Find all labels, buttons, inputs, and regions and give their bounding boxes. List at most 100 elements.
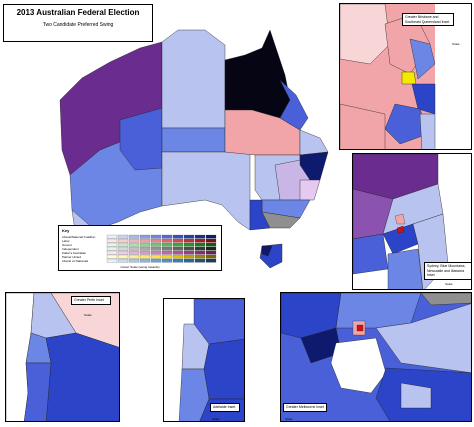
brisbane-gold-coast [419, 113, 436, 149]
sydney-inset-label: Sydney, Blue Mountains, Newcastle and Il… [424, 262, 471, 280]
legend-row-palmer: Palmer United [62, 255, 82, 259]
legend-swatch [117, 242, 129, 247]
legend-swatch [183, 246, 195, 251]
legend-swatch [172, 258, 184, 263]
legend-swatch [128, 254, 140, 259]
legend-swatch [205, 238, 217, 243]
legend-swatch [128, 246, 140, 251]
legend-swatch [194, 254, 206, 259]
legend-title: Key [62, 228, 70, 233]
brisbane-north-blue [409, 38, 436, 80]
inset-sydney: Sydney, Blue Mountains, Newcastle and Il… [352, 153, 472, 290]
sydney-south [387, 248, 423, 289]
legend-swatch [106, 242, 118, 247]
inset-adelaide: Adelaide Inset Scale [163, 298, 245, 422]
perth-east-dark [45, 332, 119, 421]
region-qld-southeast [299, 129, 329, 156]
legend-swatch [172, 254, 184, 259]
legend-swatch [172, 242, 184, 247]
legend-row-greens: Greens [62, 243, 72, 247]
map-title: 2013 Australian Federal Election [16, 8, 140, 17]
legend-swatches [106, 234, 217, 263]
legend-swatch [205, 250, 217, 255]
legend-swatch [150, 242, 162, 247]
adelaide-scale: Scale [212, 417, 220, 421]
legend-swatch [194, 242, 206, 247]
legend-swatch [128, 238, 140, 243]
adelaide-east [203, 339, 244, 400]
region-nsw-east [299, 179, 321, 201]
brisbane-sea [435, 4, 471, 149]
legend-swatch [106, 234, 118, 239]
legend-row-lib-vs-nat: Liberal vs Nationals [62, 259, 89, 263]
legend-swatch [172, 250, 184, 255]
legend-swatch [150, 254, 162, 259]
region-wa-central [119, 107, 163, 171]
legend-swatch [106, 246, 118, 251]
legend-swatch [194, 246, 206, 251]
region-nt-north [161, 29, 226, 129]
legend-row-independent: Independent [62, 247, 79, 251]
legend-swatch [150, 238, 162, 243]
legend-swatch [106, 258, 118, 263]
legend-swatch [117, 258, 129, 263]
legend-swatch [106, 254, 118, 259]
legend-swatch [117, 238, 129, 243]
region-nt-south [161, 127, 226, 153]
legend-swatch [150, 250, 162, 255]
melbourne-south-light [400, 382, 432, 409]
legend-swatch [161, 250, 173, 255]
melbourne-inset-label: Greater Melbourne Inset [283, 403, 327, 412]
legend-row-labor: Labor [62, 239, 70, 243]
legend-swatch [150, 258, 162, 263]
legend-row-katter: Katter's Australian [62, 251, 87, 255]
legend-swatch [161, 246, 173, 251]
legend-swatch [128, 242, 140, 247]
legend-swatch [128, 234, 140, 239]
legend-swatch [139, 250, 151, 255]
legend-swatch [161, 238, 173, 243]
legend-swatch [139, 238, 151, 243]
legend-swatch [117, 246, 129, 251]
legend-swatch [172, 246, 184, 251]
inset-perth: Greater Perth Inset Scale [5, 292, 120, 422]
legend-swatch [161, 254, 173, 259]
legend-swatch [205, 258, 217, 263]
sydney-west [353, 233, 389, 275]
perth-south [24, 362, 52, 421]
melbourne-north [335, 293, 422, 329]
sydney-pink-seat [394, 213, 406, 225]
legend-swatch [183, 250, 195, 255]
region-qld-north [224, 29, 291, 119]
brisbane-map [340, 4, 471, 149]
legend-swatch [128, 250, 140, 255]
region-tasmania-north [261, 245, 273, 257]
melbourne-scale: Scale [285, 417, 293, 421]
legend-note: Colour Scale (swing towards) [120, 265, 160, 269]
melbourne-map [281, 293, 471, 421]
adelaide-inset-label: Adelaide Inset [210, 403, 240, 412]
legend-swatch [172, 234, 184, 239]
legend-swatch [183, 238, 195, 243]
map-subtitle: Two Candidate Preferred Swing [42, 22, 114, 28]
sydney-red-seat [396, 225, 405, 234]
brisbane-west-district [340, 4, 391, 65]
legend-swatch [139, 258, 151, 263]
legend-swatch [205, 234, 217, 239]
legend-swatch [205, 254, 217, 259]
brisbane-yellow [401, 71, 417, 85]
melbourne-bay [330, 337, 387, 394]
legend-swatch [139, 242, 151, 247]
inset-melbourne: Greater Melbourne Inset Scale [280, 292, 472, 422]
legend-swatch [183, 254, 195, 259]
legend-swatch [194, 258, 206, 263]
legend-swatch [117, 234, 129, 239]
legend-swatch [106, 238, 118, 243]
sydney-sea [448, 154, 471, 289]
legend-swatch [161, 242, 173, 247]
legend-swatch [194, 238, 206, 243]
legend-swatch [183, 258, 195, 263]
legend-swatch [161, 234, 173, 239]
legend-swatch [183, 242, 195, 247]
region-sa-north [161, 151, 251, 231]
